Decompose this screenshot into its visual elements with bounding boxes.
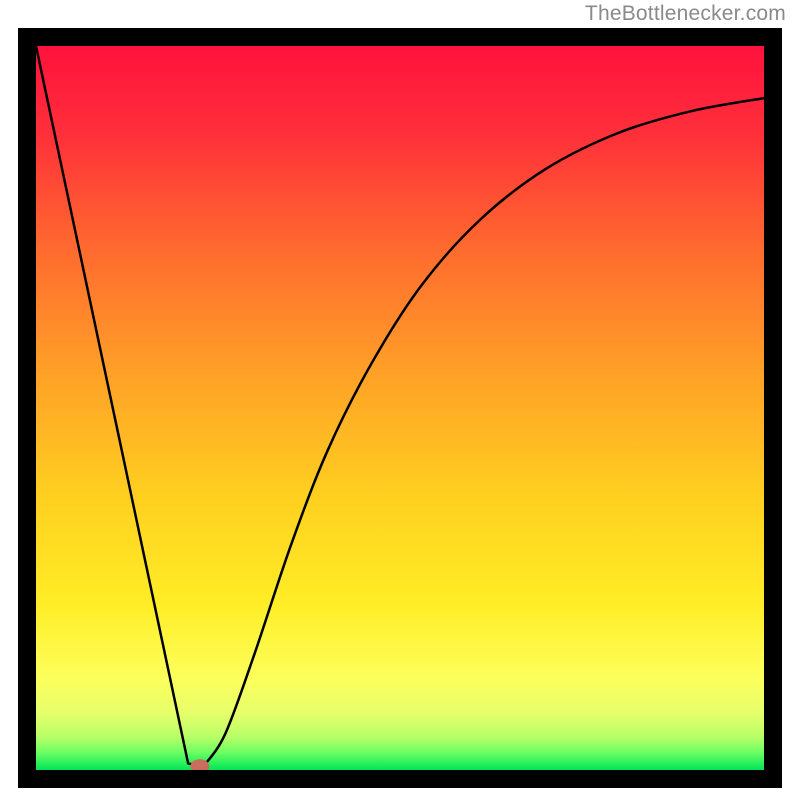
plot-gradient-area bbox=[36, 46, 764, 770]
watermark-text: TheBottlenecker.com bbox=[585, 2, 786, 26]
curve-path bbox=[36, 46, 764, 766]
optimum-marker bbox=[190, 759, 209, 770]
stage: TheBottlenecker.com bbox=[0, 0, 800, 800]
bottleneck-curve bbox=[36, 46, 764, 770]
